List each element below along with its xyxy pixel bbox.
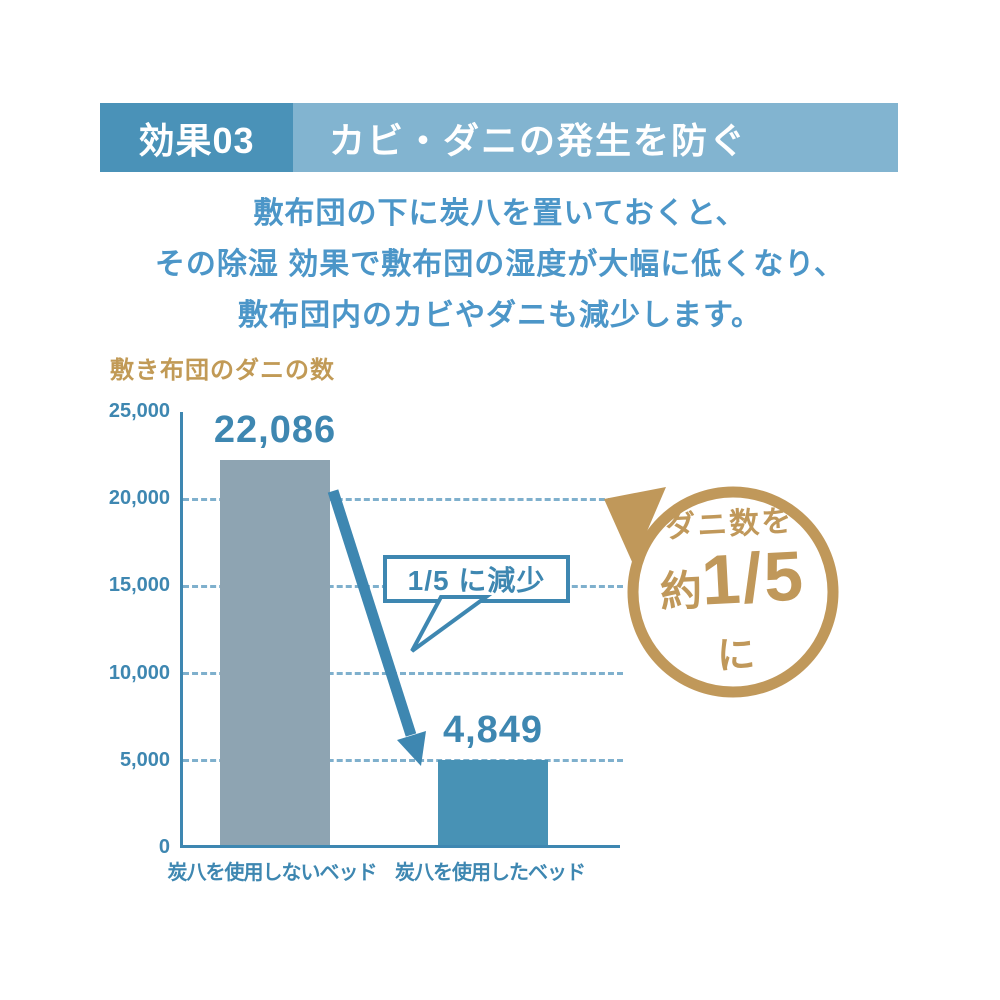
y-tick-label: 0 (158, 836, 170, 858)
intro-line-1: 敷布団の下に炭八を置いておくと、 (253, 197, 747, 230)
y-axis-labels: 0 5,000 10,000 15,000 20,000 25,000 (58, 400, 170, 858)
intro-paragraph: 敷布団の下に炭八を置いておくと、 その除湿 効果で敷布団の湿度が大幅に低くなり、… (0, 188, 1000, 341)
y-tick-label: 25,000 (108, 400, 170, 422)
bar-value-label: 22,086 (213, 408, 337, 451)
badge-fraction-value: 1/5 (699, 536, 807, 620)
badge-approx: 約 (658, 566, 704, 616)
y-tick-label: 10,000 (108, 661, 170, 684)
x-tick-label: 炭八を使用しないベッド (167, 862, 378, 884)
y-tick-label: 5,000 (119, 748, 170, 771)
bar-value-label: 4,849 (442, 709, 544, 752)
header-band: 効果03 カビ・ダニの発生を防ぐ (100, 103, 898, 172)
x-tick-label: 炭八を使用したベッド (395, 862, 586, 884)
chart-title: 敷き布団のダニの数 (110, 357, 335, 384)
bar-1 (220, 459, 330, 845)
intro-line-2: その除湿 効果で敷布団の湿度が大幅に低くなり、 (154, 248, 846, 281)
plot-area: 22,086 4,849 (180, 409, 623, 848)
page-title: カビ・ダニの発生を防ぐ (293, 103, 898, 172)
reduction-callout: 1/5 に減少 (383, 555, 570, 603)
x-axis-labels: 炭八を使用しないベッド 炭八を使用したベッド (0, 856, 1000, 886)
effect-number-badge: 効果03 (100, 103, 293, 172)
bar-2 (438, 760, 548, 845)
y-tick-label: 20,000 (108, 487, 170, 510)
badge-fraction: 約1/5 (630, 536, 835, 641)
y-tick-label: 15,000 (108, 574, 170, 597)
intro-line-3: 敷布団内のカビやダニも減少します。 (238, 299, 762, 332)
reduction-badge: ダニ数を 約1/5 に (629, 503, 838, 688)
